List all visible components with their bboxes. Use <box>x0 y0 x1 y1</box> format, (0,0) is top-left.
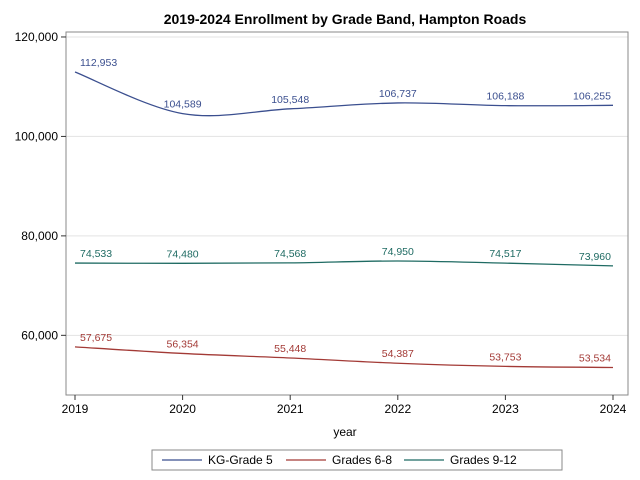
x-axis-title: year <box>333 425 356 439</box>
data-label: 106,255 <box>573 90 611 102</box>
data-label: 53,534 <box>579 352 611 364</box>
legend-label-0: KG-Grade 5 <box>208 453 273 467</box>
y-tick-label: 60,000 <box>21 328 58 342</box>
series-lines <box>74 71 614 369</box>
x-tick-label: 2022 <box>384 402 411 416</box>
data-label: 74,517 <box>489 248 521 260</box>
data-label: 112,953 <box>80 57 117 69</box>
data-label: 106,188 <box>486 91 524 103</box>
data-label: 74,533 <box>80 248 112 260</box>
data-label: 57,675 <box>80 332 112 344</box>
x-axis: 2019 2020 2021 2022 2023 2024 <box>62 395 627 416</box>
legend-label-1: Grades 6-8 <box>332 453 392 467</box>
plot-area-frame <box>65 31 629 396</box>
data-label: 74,950 <box>382 246 414 258</box>
y-axis: 60,000 80,000 100,000 120,000 <box>15 30 66 342</box>
data-label: 73,960 <box>579 251 611 263</box>
gridlines <box>66 36 628 336</box>
legend-box <box>151 449 563 471</box>
x-tick-label: 2024 <box>600 402 627 416</box>
legend-label-2: Grades 9-12 <box>450 453 517 467</box>
y-tick-label: 100,000 <box>15 129 59 143</box>
series-line-0 <box>74 71 614 117</box>
chart-title: 2019-2024 Enrollment by Grade Band, Hamp… <box>164 11 527 27</box>
data-label: 53,753 <box>489 351 521 363</box>
data-label: 54,387 <box>382 348 414 360</box>
x-tick-label: 2021 <box>277 402 304 416</box>
data-labels: 112,953 104,589 105,548 106,737 106,188 106,2… <box>80 57 611 364</box>
y-tick-label: 120,000 <box>15 30 59 44</box>
data-label: 74,480 <box>167 248 199 260</box>
y-tick-label: 80,000 <box>21 229 58 243</box>
x-tick-label: 2023 <box>492 402 519 416</box>
x-tick-label: 2019 <box>62 402 89 416</box>
data-label: 56,354 <box>167 338 199 350</box>
series-line-1 <box>74 346 614 369</box>
data-label: 105,548 <box>271 94 309 106</box>
data-label: 74,568 <box>274 248 306 260</box>
data-label: 106,737 <box>379 88 417 100</box>
data-label: 104,589 <box>164 99 202 111</box>
x-tick-label: 2020 <box>169 402 196 416</box>
data-label: 55,448 <box>274 343 306 355</box>
series-line-2 <box>74 260 614 267</box>
legend: KG-Grade 5 Grades 6-8 Grades 9-12 <box>162 453 517 467</box>
